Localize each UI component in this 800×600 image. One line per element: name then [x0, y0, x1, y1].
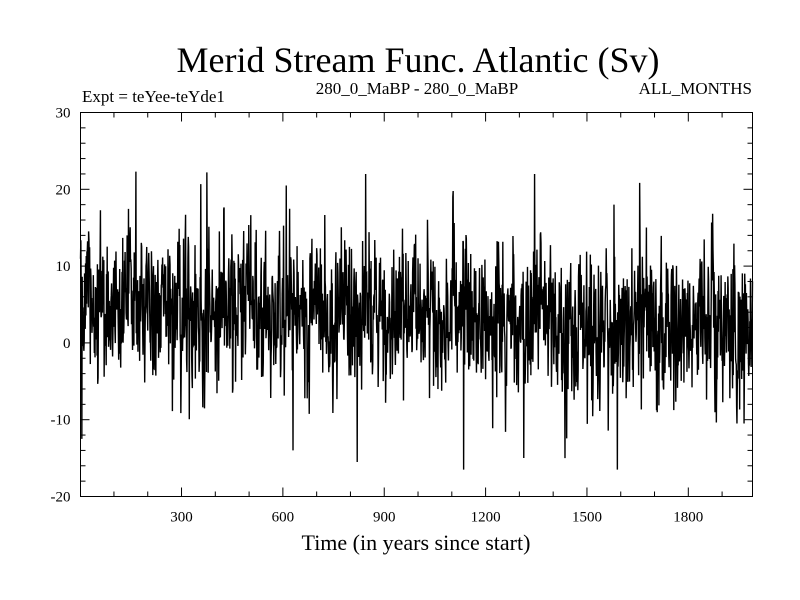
y-tick-label: 20 [56, 182, 71, 198]
y-tick-label: 10 [56, 259, 71, 275]
x-tick-label: 300 [170, 510, 193, 526]
y-tick-label: -10 [51, 413, 71, 429]
x-tick-label: 1200 [471, 510, 501, 526]
x-axis-label: Time (in years since start) [302, 530, 531, 555]
chart-title: Merid Stream Func. Atlantic (Sv) [177, 40, 660, 80]
y-tick-label: -20 [51, 490, 71, 506]
period-label: 280_0_MaBP - 280_0_MaBP [316, 79, 518, 98]
x-tick-label: 900 [373, 510, 396, 526]
y-tick-label: 0 [63, 336, 71, 352]
x-tick-label: 1500 [572, 510, 602, 526]
experiment-label: Expt = teYee-teYde1 [82, 87, 225, 106]
series-group [79, 171, 754, 470]
y-tick-label: 30 [56, 106, 71, 122]
series-line [79, 171, 754, 470]
plot-frame [80, 112, 753, 497]
tick-labels-group: 300 600 900 1200 1500 1800 -20 -10 0 10 20 30 [51, 106, 704, 526]
x-tick-label: 1800 [673, 510, 703, 526]
x-tick-label: 600 [272, 510, 295, 526]
months-label: ALL_MONTHS [639, 79, 752, 98]
